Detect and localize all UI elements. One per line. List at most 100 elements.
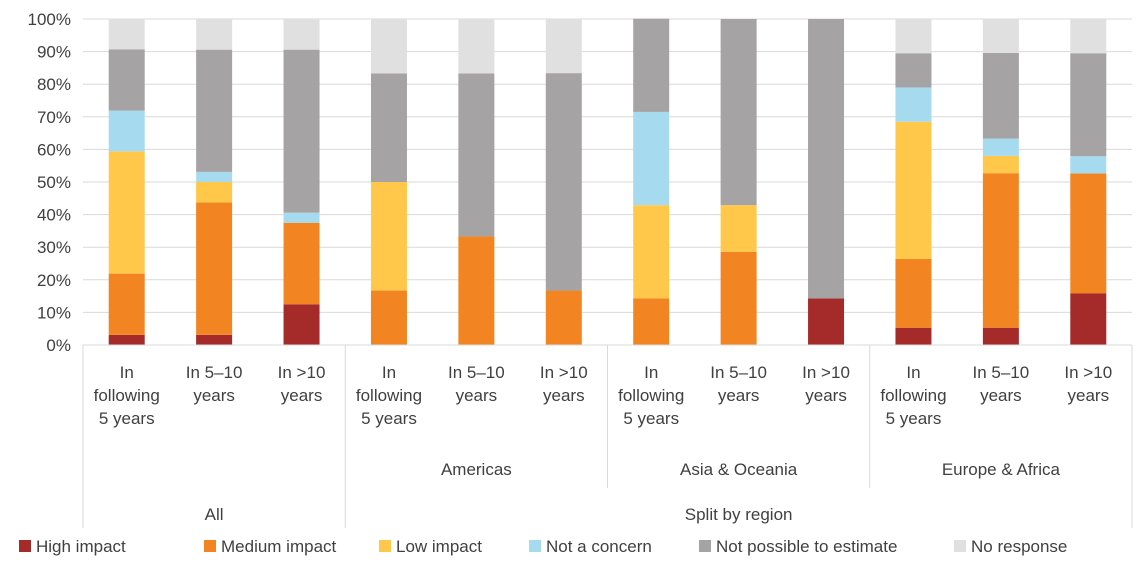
- bar-segment: [196, 334, 233, 345]
- bar-segment: [808, 19, 845, 299]
- category-label: In >10 years: [540, 363, 588, 405]
- category-label-line: years: [805, 386, 847, 405]
- bar-segment: [1070, 53, 1107, 157]
- y-tick-label: 20%: [37, 271, 71, 290]
- legend-label: High impact: [36, 537, 126, 556]
- category-label-line: In >10: [540, 363, 588, 382]
- legend-swatch: [529, 540, 541, 552]
- category-label: In following 5 years: [618, 363, 684, 428]
- legend-label: Not a concern: [546, 537, 652, 556]
- bar-segment: [458, 19, 495, 74]
- legend-swatch: [19, 540, 31, 552]
- bar-segment: [108, 334, 145, 345]
- bar-segment: [108, 151, 145, 274]
- bar-segment: [108, 49, 145, 111]
- bar-segment: [808, 298, 845, 345]
- category-label-line: years: [193, 386, 235, 405]
- y-tick-label: 90%: [37, 43, 71, 62]
- category-label-line: In: [382, 363, 396, 382]
- y-axis: 0% 10% 20% 30% 40% 50% 60% 70% 80% 90% 100%: [28, 10, 71, 355]
- category-label-line: In: [906, 363, 920, 382]
- y-tick-label: 10%: [37, 303, 71, 322]
- legend-label: Low impact: [396, 537, 482, 556]
- category-label: In 5–10 years: [186, 363, 243, 405]
- bar-segment: [982, 173, 1019, 328]
- category-label-line: following: [880, 386, 946, 405]
- category-label-line: 5 years: [886, 409, 942, 428]
- bar-segment: [545, 18, 582, 74]
- bar-segment: [283, 19, 320, 50]
- bar-segment: [895, 121, 932, 259]
- category-label-line: In 5–10: [186, 363, 243, 382]
- category-label: In >10 years: [802, 363, 850, 405]
- y-tick-label: 30%: [37, 238, 71, 257]
- legend-swatch: [379, 540, 391, 552]
- bar-segment: [982, 138, 1019, 156]
- category-label: In >10 years: [278, 363, 326, 405]
- category-label-line: In: [120, 363, 134, 382]
- bar-segment: [370, 19, 407, 74]
- category-label-line: following: [356, 386, 422, 405]
- bar-segment: [1070, 173, 1107, 294]
- y-tick-label: 100%: [28, 10, 71, 29]
- bar-segment: [370, 182, 407, 291]
- bar-segment: [108, 110, 145, 152]
- bar-segment: [545, 290, 582, 345]
- category-label-line: years: [456, 386, 498, 405]
- category-label-line: In >10: [802, 363, 850, 382]
- legend: High impact Medium impact Low impact Not a …: [19, 537, 1067, 556]
- bar-segment: [108, 273, 145, 335]
- group-label: Americas: [441, 460, 512, 479]
- bar-segment: [895, 258, 932, 328]
- bar-segment: [458, 236, 495, 345]
- gridlines: [83, 18, 1132, 313]
- category-label-line: following: [94, 386, 160, 405]
- category-label-line: 5 years: [361, 409, 417, 428]
- bar-segment: [982, 327, 1019, 345]
- category-label-line: In >10: [278, 363, 326, 382]
- category-label: In 5–10 years: [973, 363, 1030, 405]
- bar-segment: [196, 171, 233, 182]
- category-label-line: years: [281, 386, 323, 405]
- bar-segment: [196, 182, 233, 203]
- legend-label: Medium impact: [221, 537, 337, 556]
- category-label-line: years: [718, 386, 760, 405]
- bar-segment: [633, 18, 670, 112]
- bar-segment: [895, 327, 932, 345]
- category-label-line: In 5–10: [973, 363, 1030, 382]
- legend-swatch: [699, 540, 711, 552]
- y-tick-label: 50%: [37, 173, 71, 192]
- bar-segment: [370, 73, 407, 182]
- category-label: In >10 years: [1064, 363, 1112, 405]
- category-label: In following 5 years: [356, 363, 422, 428]
- bar-segment: [720, 251, 757, 345]
- category-label: In 5–10 years: [448, 363, 505, 405]
- bar-segment: [196, 19, 233, 50]
- supergroup-label: All: [205, 505, 224, 524]
- y-tick-label: 40%: [37, 206, 71, 225]
- bar-segment: [283, 304, 320, 345]
- bar-segment: [1070, 293, 1107, 345]
- bar-segment: [458, 73, 495, 237]
- bar-segment: [283, 222, 320, 305]
- y-tick-label: 80%: [37, 75, 71, 94]
- supergroup-label: Split by region: [685, 505, 793, 524]
- category-label-line: years: [980, 386, 1022, 405]
- bar-segment: [982, 18, 1019, 53]
- bars: [108, 18, 1107, 345]
- legend-label: Not possible to estimate: [716, 537, 897, 556]
- bar-segment: [895, 53, 932, 88]
- category-label-line: 5 years: [623, 409, 679, 428]
- bar-segment: [895, 87, 932, 122]
- bar-segment: [633, 111, 670, 206]
- bar-segment: [982, 155, 1019, 174]
- group-label: Europe & Africa: [942, 460, 1061, 479]
- category-label: In 5–10 years: [710, 363, 767, 405]
- bar-segment: [370, 290, 407, 345]
- y-tick-label: 60%: [37, 140, 71, 159]
- category-label-line: In: [644, 363, 658, 382]
- category-label-line: 5 years: [99, 409, 155, 428]
- category-label: In following 5 years: [94, 363, 160, 428]
- legend-label: No response: [971, 537, 1067, 556]
- bar-segment: [108, 18, 145, 50]
